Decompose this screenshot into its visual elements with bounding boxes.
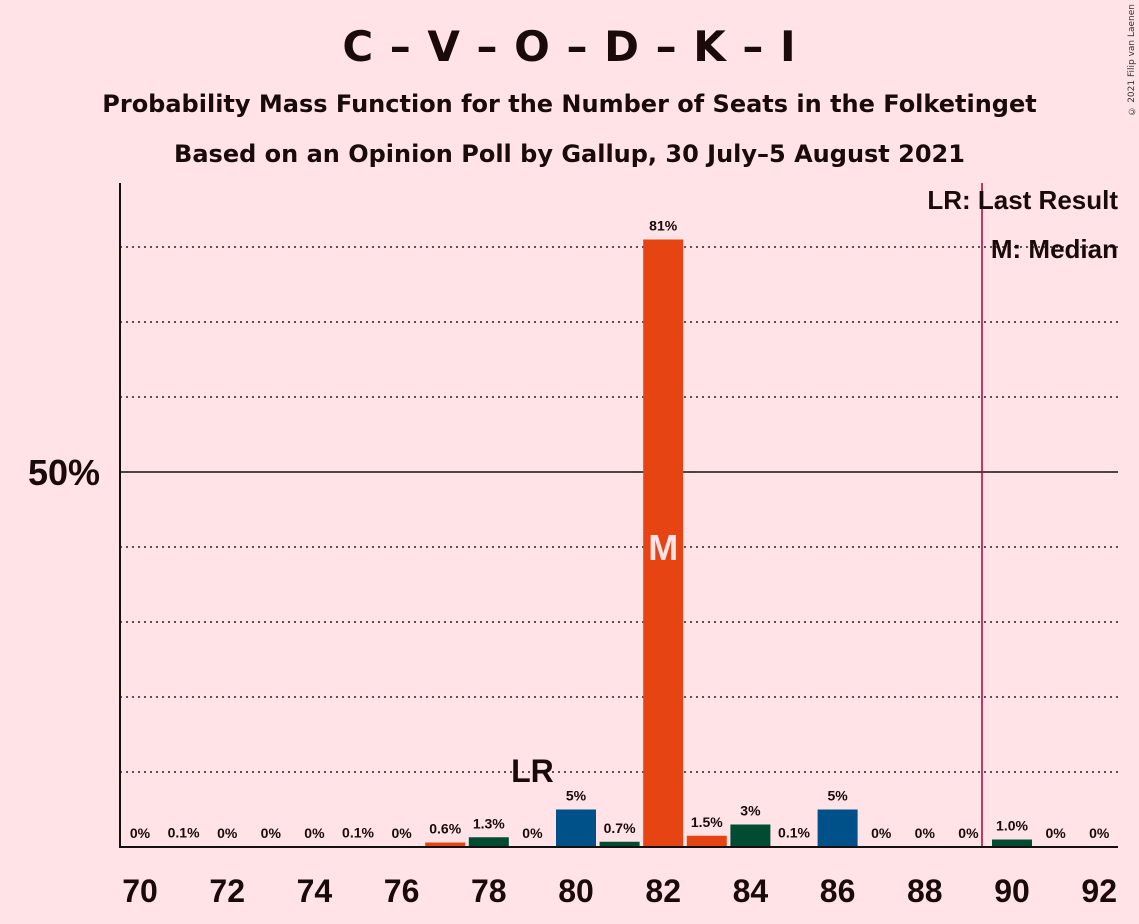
bar-80 bbox=[556, 809, 596, 847]
value-label-85: 0.1% bbox=[778, 824, 810, 840]
x-tick-label-90: 90 bbox=[994, 873, 1030, 909]
value-label-78: 1.3% bbox=[473, 815, 505, 831]
value-label-81: 0.7% bbox=[604, 820, 636, 836]
median-marker: M bbox=[648, 527, 678, 568]
value-label-77: 0.6% bbox=[429, 821, 461, 837]
x-tick-label-92: 92 bbox=[1081, 873, 1117, 909]
x-tick-label-84: 84 bbox=[733, 873, 769, 909]
y-tick-label-50: 50% bbox=[28, 452, 100, 493]
value-label-80: 5% bbox=[566, 788, 587, 804]
bar-77 bbox=[425, 842, 466, 847]
value-label-88: 0% bbox=[915, 825, 936, 841]
value-label-79: 0% bbox=[522, 825, 543, 841]
value-label-87: 0% bbox=[871, 825, 892, 841]
value-label-73: 0% bbox=[261, 825, 282, 841]
value-label-74: 0% bbox=[304, 825, 325, 841]
last-result-marker: LR bbox=[511, 753, 554, 789]
legend-last-result: LR: Last Result bbox=[927, 185, 1118, 215]
x-tick-label-78: 78 bbox=[471, 873, 507, 909]
chart-subtitle: Probability Mass Function for the Number… bbox=[102, 90, 1037, 118]
chart-subtitle-poll: Based on an Opinion Poll by Gallup, 30 J… bbox=[174, 140, 965, 168]
value-label-72: 0% bbox=[217, 825, 238, 841]
value-label-70: 0% bbox=[130, 825, 151, 841]
x-tick-label-76: 76 bbox=[384, 873, 420, 909]
value-label-90: 1.0% bbox=[996, 818, 1028, 834]
bar-86 bbox=[817, 809, 858, 847]
value-label-92: 0% bbox=[1089, 825, 1110, 841]
value-label-86: 5% bbox=[827, 788, 848, 804]
overlay: M LR LR: Last Result M: Median bbox=[119, 183, 1118, 848]
bar-81 bbox=[599, 841, 640, 847]
value-label-76: 0% bbox=[391, 825, 412, 841]
x-tick-label-74: 74 bbox=[297, 873, 333, 909]
value-label-75: 0.1% bbox=[342, 824, 374, 840]
bar-84 bbox=[730, 824, 771, 847]
x-tick-label-80: 80 bbox=[558, 873, 594, 909]
x-tick-label-82: 82 bbox=[645, 873, 681, 909]
bar-78 bbox=[468, 837, 509, 847]
value-labels: 0% 0.1% 0% 0% 0% 0.1% 0% 0.6% 1.3% 0% 5% 0.7% 81% 1.5… bbox=[130, 218, 1110, 842]
gridlines: 50% bbox=[28, 246, 1118, 773]
value-label-83: 1.5% bbox=[691, 814, 723, 830]
value-label-82: 81% bbox=[649, 218, 678, 234]
bar-82 bbox=[643, 239, 684, 847]
bars bbox=[163, 239, 1032, 847]
value-label-71: 0.1% bbox=[168, 824, 200, 840]
x-axis-ticks: 70 72 74 76 78 80 82 84 86 88 90 92 bbox=[122, 873, 1117, 909]
bar-83 bbox=[686, 835, 727, 847]
x-tick-label-86: 86 bbox=[820, 873, 856, 909]
legend-median: M: Median bbox=[991, 234, 1118, 264]
chart-title: C – V – O – D – K – I bbox=[342, 22, 797, 71]
x-tick-label-88: 88 bbox=[907, 873, 943, 909]
value-label-89: 0% bbox=[958, 825, 979, 841]
value-label-91: 0% bbox=[1045, 825, 1066, 841]
value-label-84: 3% bbox=[740, 803, 761, 819]
x-tick-label-72: 72 bbox=[209, 873, 245, 909]
x-tick-label-70: 70 bbox=[122, 873, 158, 909]
bar-90 bbox=[992, 839, 1032, 847]
